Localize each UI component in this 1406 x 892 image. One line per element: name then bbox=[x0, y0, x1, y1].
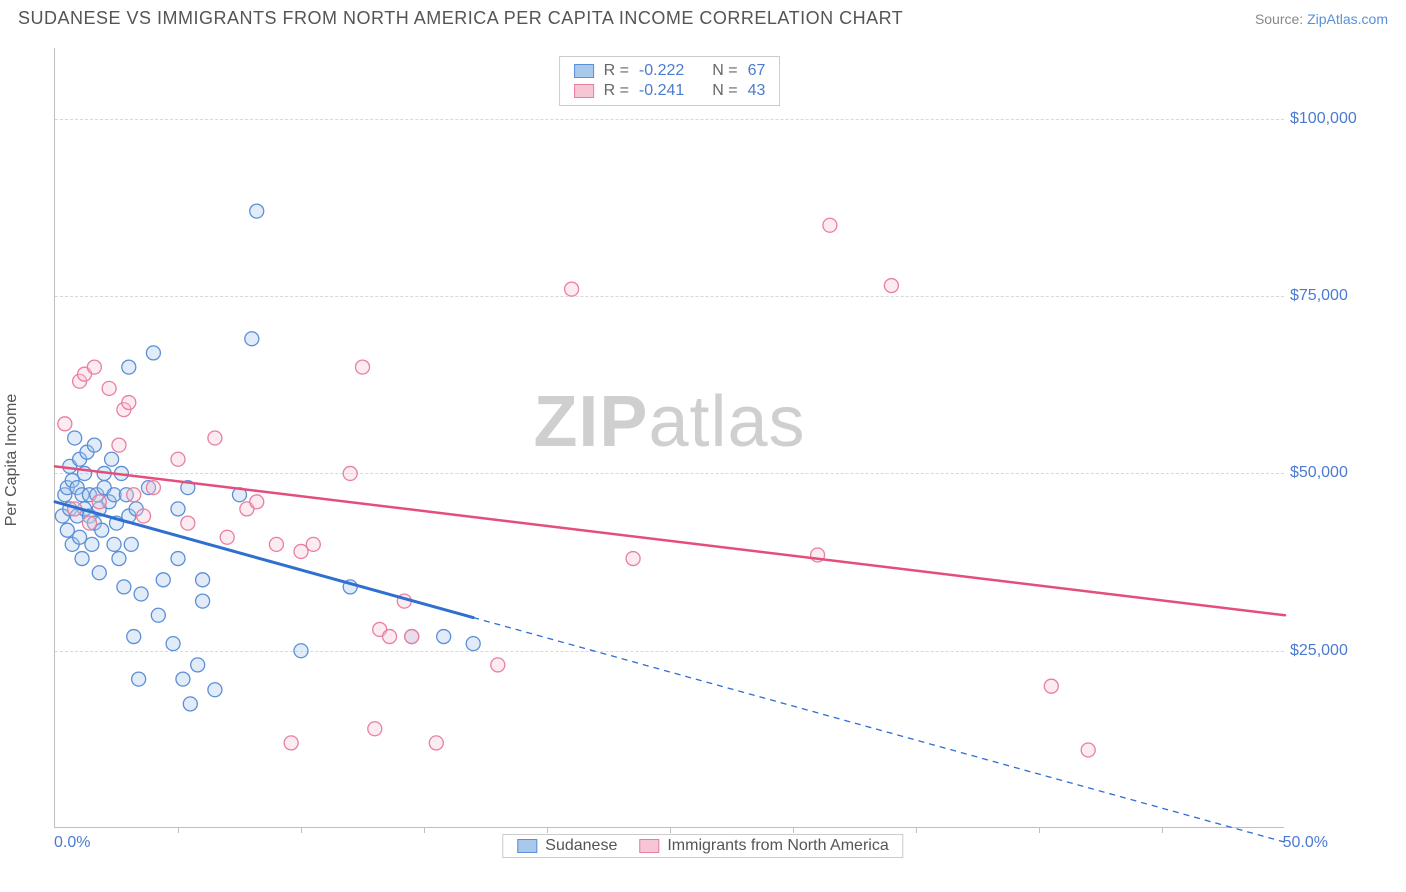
stats-row-series2: R = -0.241 N = 43 bbox=[574, 81, 766, 101]
y-tick-label: $25,000 bbox=[1290, 642, 1348, 660]
plot-region: ZIPatlas R = -0.222 N = 67 R = -0.241 N … bbox=[54, 48, 1284, 828]
y-axis-label: Per Capita Income bbox=[3, 394, 21, 527]
legend-item-series1: Sudanese bbox=[517, 837, 617, 855]
r-value-series2: -0.241 bbox=[639, 82, 684, 100]
chart-header: SUDANESE VS IMMIGRANTS FROM NORTH AMERIC… bbox=[0, 0, 1406, 33]
n-label: N = bbox=[712, 62, 737, 80]
correlation-stats-box: R = -0.222 N = 67 R = -0.241 N = 43 bbox=[559, 56, 781, 106]
legend-swatch-series2 bbox=[639, 839, 659, 853]
legend-label-series1: Sudanese bbox=[545, 837, 617, 855]
n-value-series1: 67 bbox=[748, 62, 766, 80]
n-label: N = bbox=[712, 82, 737, 100]
scatter-svg bbox=[55, 48, 1284, 827]
y-tick-label: $75,000 bbox=[1290, 287, 1348, 305]
legend-label-series2: Immigrants from North America bbox=[667, 837, 888, 855]
x-axis-min-label: 0.0% bbox=[54, 834, 90, 852]
y-tick-label: $100,000 bbox=[1290, 110, 1357, 128]
source-label: Source: bbox=[1255, 11, 1307, 27]
source-link[interactable]: ZipAtlas.com bbox=[1307, 11, 1388, 27]
r-label: R = bbox=[604, 82, 629, 100]
n-value-series2: 43 bbox=[748, 82, 766, 100]
chart-area: Per Capita Income ZIPatlas R = -0.222 N … bbox=[18, 40, 1388, 880]
legend: Sudanese Immigrants from North America bbox=[502, 834, 903, 858]
stats-row-series1: R = -0.222 N = 67 bbox=[574, 61, 766, 81]
legend-item-series2: Immigrants from North America bbox=[639, 837, 888, 855]
y-tick-label: $50,000 bbox=[1290, 464, 1348, 482]
swatch-series1 bbox=[574, 64, 594, 78]
source-attribution: Source: ZipAtlas.com bbox=[1255, 11, 1388, 27]
r-label: R = bbox=[604, 62, 629, 80]
chart-title: SUDANESE VS IMMIGRANTS FROM NORTH AMERIC… bbox=[18, 8, 903, 29]
r-value-series1: -0.222 bbox=[639, 62, 684, 80]
x-axis-max-label: 50.0% bbox=[1283, 834, 1328, 852]
legend-swatch-series1 bbox=[517, 839, 537, 853]
swatch-series2 bbox=[574, 84, 594, 98]
